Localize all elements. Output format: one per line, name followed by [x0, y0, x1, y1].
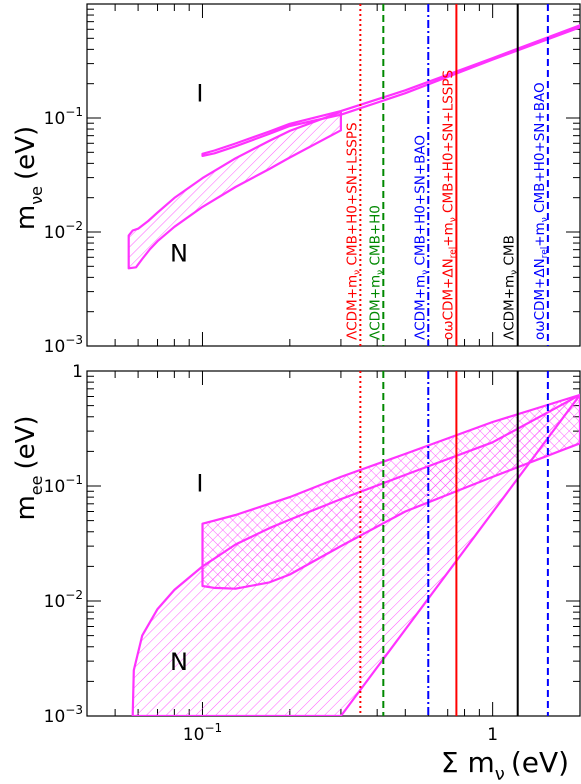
x-tick-label: 1: [487, 725, 498, 745]
x-tick-label: 10−1: [183, 721, 222, 745]
y-tick-label: 10−3: [44, 333, 83, 357]
axis-ticks: [86, 3, 581, 347]
top-ylabel: mνe(eV): [11, 126, 46, 230]
y-tick-label: 10−2: [44, 219, 83, 243]
bound-label: ΛCDM+mν CMB+H0: [367, 205, 385, 340]
bound-label: oωCDM+ΔNrel+mν CMB+H0+SN+LSSPS: [440, 70, 458, 340]
band-N: [127, 110, 342, 270]
region-label-N: N: [170, 240, 188, 268]
y-tick-label: 10−3: [44, 703, 83, 727]
bottom-panel: 10−3 10−2 10−1 1 10−1 1 I N: [44, 362, 581, 745]
region-label-N: N: [170, 648, 188, 676]
plot-frame: [86, 3, 581, 347]
band-I: [201, 393, 580, 590]
bands: [127, 24, 580, 270]
bound-label: ΛCDM+mν CMB+H0+SN+BAO: [412, 135, 430, 340]
region-label-I: I: [196, 469, 203, 497]
y-tick-label: 1: [72, 362, 83, 382]
bound-label: ΛCDM+mν CMB: [502, 235, 520, 340]
top-panel: 10−3 10−2 10−1 I N ΛCDM+mν CMB+H0+SN+LSSPS ΛCD…: [44, 3, 581, 357]
y-tick-label: 10−1: [44, 473, 83, 497]
y-tick-label: 10−1: [44, 105, 83, 129]
bound-label: oωCDM+ΔNrel+mν CMB+H0+SN+BAO: [532, 82, 550, 340]
bound-label: ΛCDM+mν CMB+H0+SN+LSSPS: [344, 122, 362, 340]
xlabel: Σ mν (eV): [441, 746, 569, 784]
y-tick-label: 10−2: [44, 588, 83, 612]
region-label-I: I: [196, 79, 203, 107]
bands: [131, 393, 580, 716]
band-I: [201, 24, 580, 157]
bottom-ylabel: mee(eV): [11, 415, 46, 520]
